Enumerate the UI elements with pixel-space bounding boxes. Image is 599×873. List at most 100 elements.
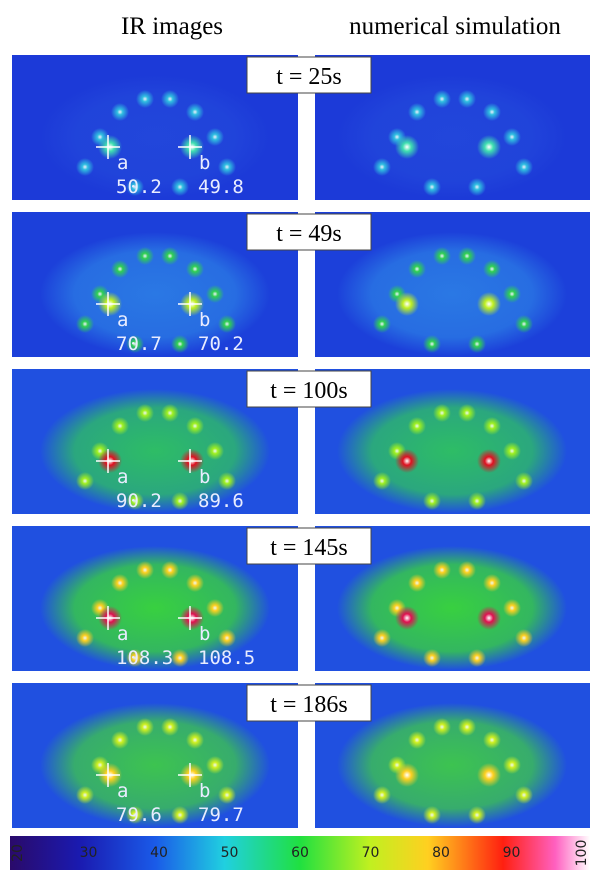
hot-spot xyxy=(503,128,521,146)
hot-spot xyxy=(477,606,501,630)
hot-spot xyxy=(206,128,224,146)
figure: IR images numerical simulation t = 25sa5… xyxy=(0,0,599,873)
column-header: numerical simulation xyxy=(349,13,561,40)
hot-spot xyxy=(218,629,236,647)
hot-spot xyxy=(136,404,154,422)
hot-spot xyxy=(395,763,419,787)
colorbar-tick-label: 30 xyxy=(80,845,98,861)
point-temperature: 79.6 xyxy=(116,804,162,826)
point-temperature: 70.7 xyxy=(116,333,162,355)
hot-spot xyxy=(423,492,441,510)
time-label: t = 145s xyxy=(270,535,348,561)
hot-spot xyxy=(136,561,154,579)
colorbar-tick-label: 80 xyxy=(432,845,450,861)
hot-spot xyxy=(218,786,236,804)
hot-spot xyxy=(503,442,521,460)
point-label: a xyxy=(117,780,128,802)
hot-spot xyxy=(373,472,391,490)
heat-region xyxy=(337,546,567,670)
time-label: t = 100s xyxy=(270,378,348,404)
panel: t = 49s a70.7 b70.2 xyxy=(12,212,590,357)
point-temperature: 89.6 xyxy=(198,490,244,512)
heat-region xyxy=(337,389,567,513)
point-temperature: 70.2 xyxy=(198,333,244,355)
point-label: b xyxy=(199,309,210,331)
hot-spot xyxy=(468,806,486,824)
hot-spot xyxy=(171,492,189,510)
hot-spot xyxy=(408,260,426,278)
colorbar-tick-label: 20 xyxy=(10,844,26,862)
hot-spot xyxy=(503,599,521,617)
hot-spot xyxy=(408,731,426,749)
point-label: a xyxy=(117,309,128,331)
hot-spot xyxy=(458,90,476,108)
hot-spot xyxy=(433,561,451,579)
point-label: a xyxy=(117,623,128,645)
colorbar-tick-label: 50 xyxy=(221,845,239,861)
hot-spot xyxy=(515,158,533,176)
hot-spot xyxy=(477,763,501,787)
hot-spot xyxy=(395,449,419,473)
hot-spot xyxy=(515,629,533,647)
hot-spot xyxy=(483,574,501,592)
hot-spot xyxy=(408,574,426,592)
hot-spot xyxy=(111,417,129,435)
hot-spot xyxy=(136,718,154,736)
hot-spot xyxy=(111,574,129,592)
hot-spot xyxy=(186,574,204,592)
hot-spot xyxy=(206,599,224,617)
time-label: t = 49s xyxy=(276,221,342,247)
heat-region xyxy=(337,232,567,356)
point-label: a xyxy=(117,466,128,488)
panel: t = 186sa79.6b79.7 xyxy=(12,683,590,828)
hot-spot xyxy=(433,404,451,422)
hot-spot xyxy=(458,404,476,422)
hot-spot xyxy=(373,158,391,176)
colorbar-tick-label: 40 xyxy=(150,845,168,861)
hot-spot xyxy=(76,472,94,490)
point-label: b xyxy=(199,623,210,645)
hot-spot xyxy=(395,606,419,630)
hot-spot xyxy=(423,178,441,196)
hot-spot xyxy=(433,247,451,265)
hot-spot xyxy=(423,335,441,353)
hot-spot xyxy=(76,629,94,647)
hot-spot xyxy=(458,561,476,579)
hot-spot xyxy=(433,90,451,108)
hot-spot xyxy=(111,103,129,121)
hot-spot xyxy=(433,718,451,736)
hot-spot xyxy=(395,135,419,159)
hot-spot xyxy=(186,103,204,121)
panel: t = 145sa108.3b108.5 xyxy=(12,526,590,671)
hot-spot xyxy=(423,649,441,667)
hot-spot xyxy=(515,786,533,804)
hot-spot xyxy=(458,718,476,736)
hot-spot xyxy=(503,285,521,303)
hot-spot xyxy=(206,756,224,774)
hot-spot xyxy=(76,158,94,176)
hot-spot xyxy=(111,731,129,749)
hot-spot xyxy=(373,629,391,647)
hot-spot xyxy=(171,335,189,353)
hot-spot xyxy=(171,649,189,667)
hot-spot xyxy=(186,417,204,435)
heat-region xyxy=(337,703,567,827)
hot-spot xyxy=(423,806,441,824)
point-label: b xyxy=(199,466,210,488)
hot-spot xyxy=(76,315,94,333)
colorbar-tick-label: 100 xyxy=(574,840,590,867)
colorbar-tick-label: 70 xyxy=(362,845,380,861)
hot-spot xyxy=(468,492,486,510)
hot-spot xyxy=(468,335,486,353)
column-header: IR images xyxy=(121,13,223,40)
hot-spot xyxy=(483,731,501,749)
hot-spot xyxy=(206,285,224,303)
time-label: t = 186s xyxy=(270,692,348,718)
point-label: b xyxy=(199,152,210,174)
hot-spot xyxy=(373,315,391,333)
hot-spot xyxy=(136,247,154,265)
hot-spot xyxy=(483,417,501,435)
hot-spot xyxy=(111,260,129,278)
hot-spot xyxy=(503,756,521,774)
